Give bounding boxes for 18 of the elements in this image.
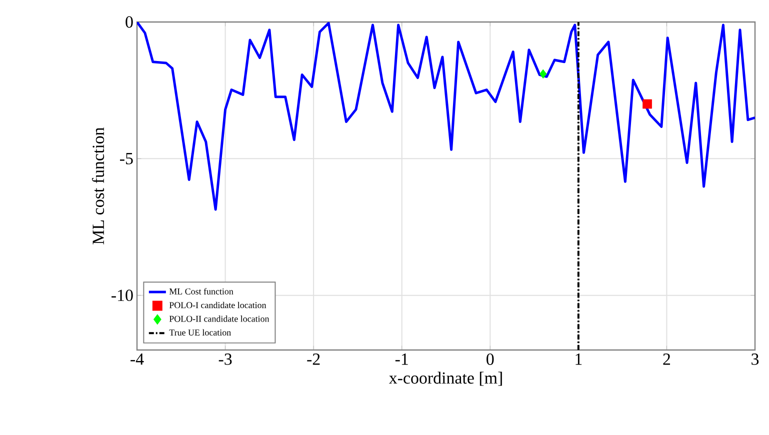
line-series bbox=[137, 22, 755, 211]
x-tick-label: -3 bbox=[218, 354, 232, 365]
x-tick-label: -2 bbox=[307, 354, 320, 365]
x-tick-label: -4 bbox=[130, 354, 144, 365]
x-axis-title: x-coordinate [m] bbox=[389, 372, 502, 386]
x-tick-label: 0 bbox=[486, 354, 494, 365]
x-tick-label: -1 bbox=[395, 354, 408, 365]
y-tick-label: -5 bbox=[120, 153, 133, 164]
legend-label: ML Cost function bbox=[169, 288, 234, 294]
y-tick-label: 0 bbox=[126, 16, 133, 28]
legend-label: POLO-II candidate location bbox=[169, 316, 270, 322]
y-tick-label: -10 bbox=[112, 290, 133, 302]
x-tick-label: 3 bbox=[752, 354, 759, 365]
x-tick-label: 1 bbox=[576, 354, 582, 365]
legend-label: POLO-I candidate location bbox=[169, 302, 266, 308]
y-axis-title: ML cost function bbox=[92, 127, 104, 244]
x-tick-label: 2 bbox=[663, 354, 670, 365]
legend-label: True UE location bbox=[169, 329, 231, 336]
